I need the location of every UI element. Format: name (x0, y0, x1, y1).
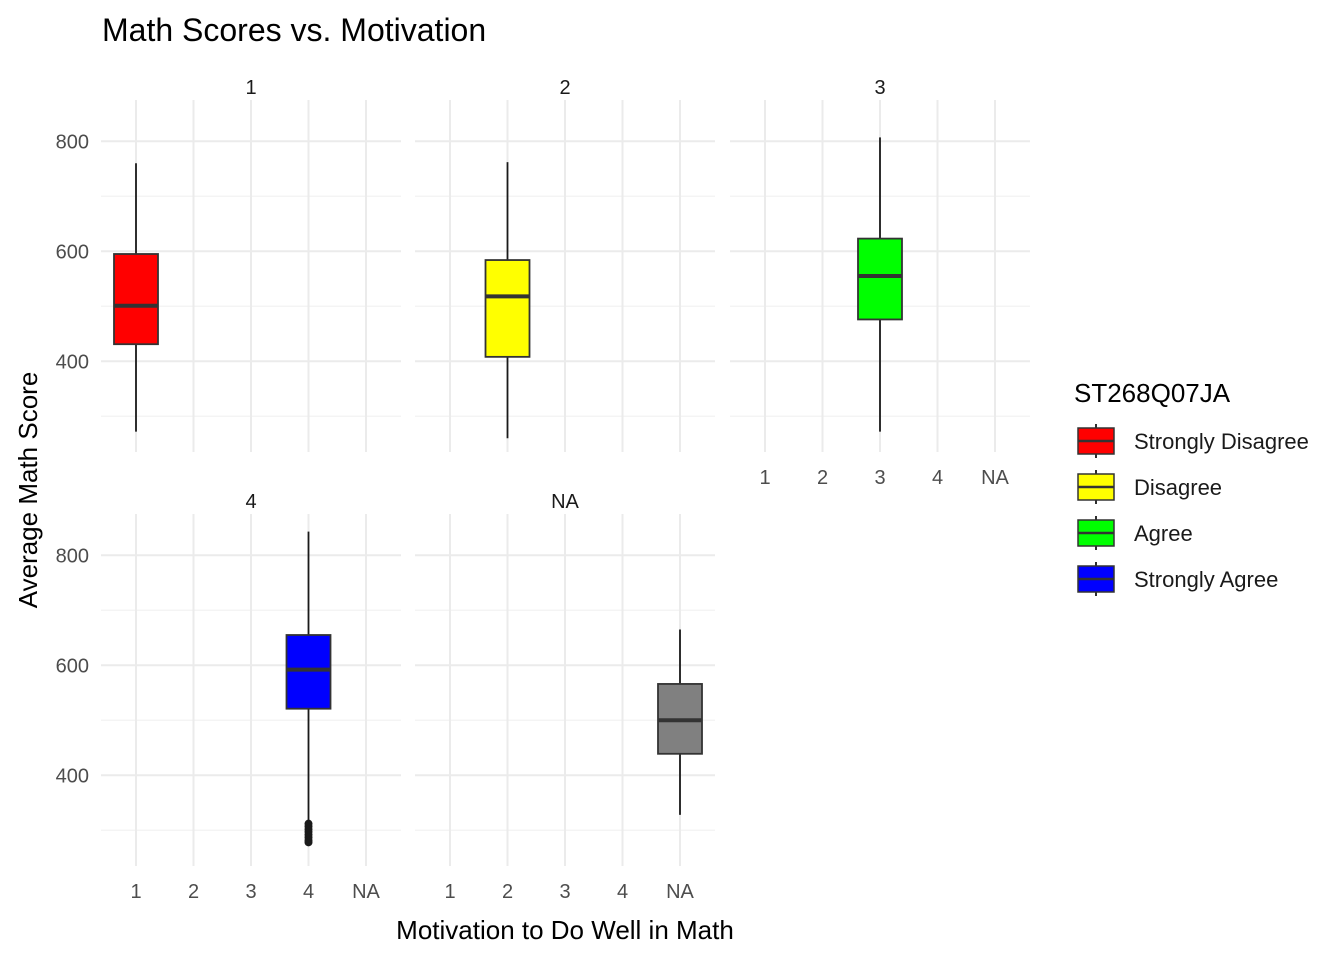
y-axis-title: Average Math Score (13, 372, 43, 609)
facet-strip-label: 4 (245, 491, 256, 513)
legend-label: Strongly Agree (1134, 567, 1278, 592)
x-tick-label: NA (981, 467, 1009, 489)
box-3 (857, 137, 903, 432)
x-tick-label: 1 (759, 467, 770, 489)
box-NA (657, 629, 703, 815)
x-tick-label: 1 (444, 881, 455, 903)
y-tick-label: 600 (56, 655, 89, 677)
legend-title: ST268Q07JA (1074, 378, 1231, 408)
x-tick-label: 4 (303, 881, 314, 903)
box-4 (285, 531, 332, 847)
facet-strip-label: 1 (245, 77, 256, 99)
box-body (484, 259, 531, 358)
facet-strip-label: 3 (874, 77, 885, 99)
box-body (857, 237, 903, 321)
box-2 (484, 162, 531, 439)
y-tick-label: 800 (56, 545, 89, 567)
x-tick-label: 2 (817, 467, 828, 489)
y-tick-label: 400 (56, 765, 89, 787)
x-tick-label: 3 (245, 881, 256, 903)
x-tick-label: 3 (874, 467, 885, 489)
box-body (113, 253, 159, 346)
x-tick-label: NA (352, 881, 380, 903)
x-tick-label: 4 (932, 467, 943, 489)
box-body (285, 634, 332, 710)
facet-panel-3: 3 1 2 3 4 NA (730, 77, 1030, 489)
x-axis-title: Motivation to Do Well in Math (396, 915, 734, 945)
legend-item: Strongly Agree (1077, 562, 1278, 596)
x-tick-label: 3 (559, 881, 570, 903)
facet-strip-label: NA (551, 491, 579, 513)
facet-panel-2: 2 (415, 77, 715, 452)
y-tick-label: 800 (56, 131, 89, 153)
legend-label: Strongly Disagree (1134, 429, 1309, 454)
y-tick-label: 600 (56, 241, 89, 263)
x-tick-label: 1 (130, 881, 141, 903)
legend-item: Disagree (1077, 470, 1222, 504)
legend-item: Strongly Disagree (1077, 424, 1309, 458)
y-tick-label: 400 (56, 351, 89, 373)
x-tick-label: 2 (502, 881, 513, 903)
legend: ST268Q07JA Strongly Disagree Disagree Agre… (1074, 378, 1309, 596)
facet-panel-4: 4 400 600 800 1 2 3 4 NA (56, 491, 401, 903)
facet-strip-label: 2 (559, 77, 570, 99)
facet-panel-1: 1 400 600 800 (56, 77, 401, 452)
legend-label: Agree (1134, 521, 1193, 546)
chart-title: Math Scores vs. Motivation (102, 12, 486, 48)
x-tick-label: 4 (617, 881, 628, 903)
box-1 (113, 163, 159, 432)
facet-panel-NA: NA 1 2 3 4 NA (415, 491, 715, 903)
x-tick-label: NA (666, 881, 694, 903)
x-tick-label: 2 (188, 881, 199, 903)
outlier-point (304, 838, 313, 847)
legend-item: Agree (1077, 516, 1193, 550)
legend-label: Disagree (1134, 475, 1222, 500)
